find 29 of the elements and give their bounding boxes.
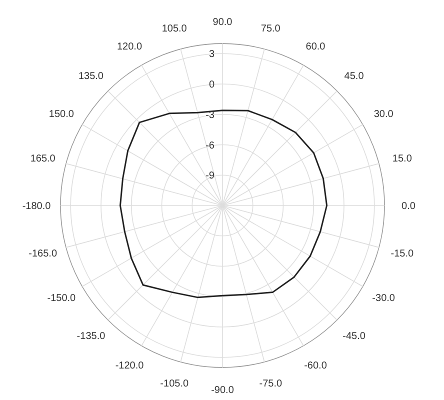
- spoke-label: -90.0: [211, 385, 234, 396]
- y-tick-label: -3: [206, 110, 215, 121]
- spoke-label: -60.0: [304, 360, 328, 372]
- y-tick-label: -6: [206, 140, 215, 152]
- spoke-label: 75.0: [260, 23, 281, 34]
- spoke-label: 90.0: [212, 17, 233, 28]
- spoke-label: -165.0: [28, 248, 58, 260]
- spoke-label: 0.0: [402, 201, 416, 212]
- spoke-label: 120.0: [116, 42, 142, 53]
- spoke-label: 30.0: [374, 109, 394, 120]
- spoke-label: 165.0: [30, 153, 56, 164]
- spoke-label: -180.0: [22, 201, 52, 212]
- spoke-label: -45.0: [342, 331, 366, 342]
- spoke-label: -120.0: [115, 360, 144, 372]
- spoke-label: -135.0: [76, 331, 106, 342]
- spoke-label: 60.0: [306, 42, 326, 53]
- spoke-label: 135.0: [78, 70, 104, 82]
- spoke-label: 45.0: [344, 70, 364, 82]
- spoke-label: -105.0: [160, 378, 189, 390]
- spoke-label: -75.0: [259, 378, 282, 390]
- spoke-label: 105.0: [162, 23, 188, 34]
- spoke-label: 150.0: [48, 109, 74, 120]
- spoke-label: 15.0: [392, 153, 412, 164]
- spoke-label: -30.0: [372, 293, 396, 304]
- y-tick-label: 3: [208, 49, 215, 60]
- y-tick-label: -9: [206, 170, 215, 182]
- y-tick-label: 0: [208, 80, 215, 90]
- spoke-label: -15.0: [390, 248, 414, 260]
- spoke-label: -150.0: [47, 293, 76, 304]
